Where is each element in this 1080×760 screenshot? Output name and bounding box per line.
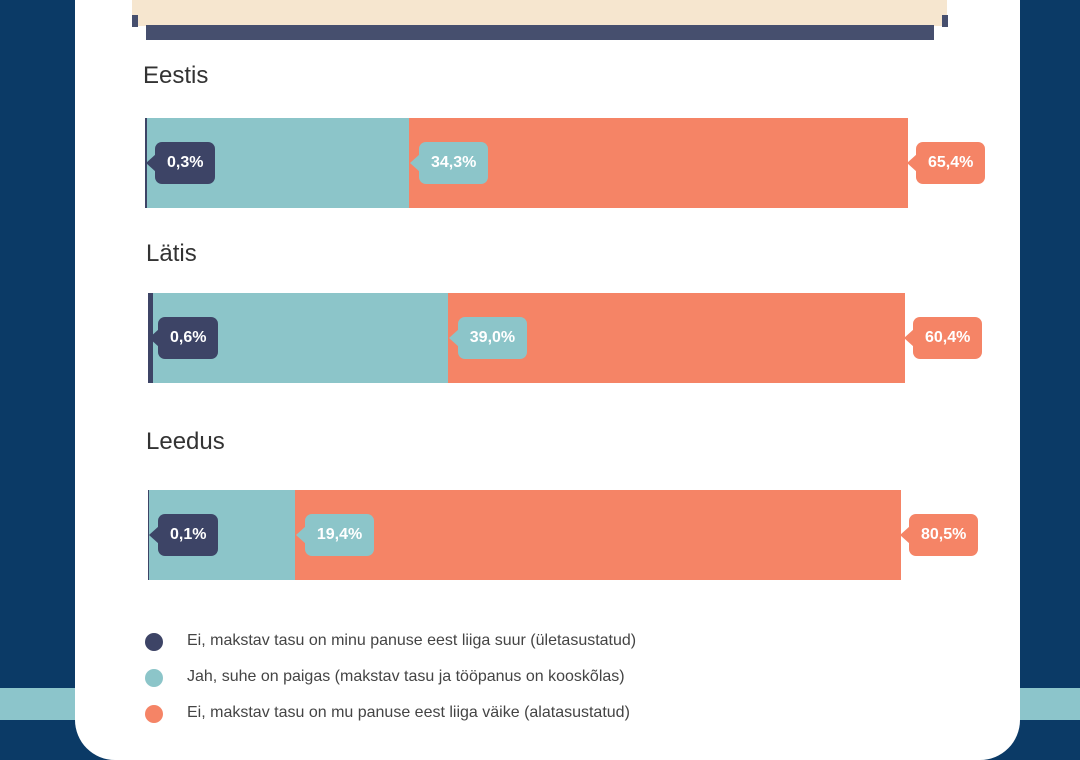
- country-label: Leedus: [146, 428, 225, 455]
- data-label: 0,6%: [148, 317, 219, 359]
- data-label: 19,4%: [295, 514, 375, 556]
- legend-label: Ei, makstav tasu on minu panuse eest lii…: [187, 632, 637, 649]
- data-label: 0,1%: [148, 514, 219, 556]
- legend-label: Ei, makstav tasu on mu panuse eest liiga…: [187, 704, 630, 721]
- data-label: 65,4%: [906, 142, 986, 184]
- legend-marker: [145, 633, 163, 651]
- country-label: Eestis: [143, 62, 209, 89]
- title-banner-bar: [132, 15, 948, 40]
- country-label: Lätis: [146, 240, 197, 267]
- bar-segment: [408, 118, 908, 208]
- title-banner: [132, 0, 947, 26]
- data-label: 34,3%: [409, 142, 489, 184]
- stacked-bar: [148, 490, 901, 580]
- data-label: 80,5%: [899, 514, 979, 556]
- data-label: 39,0%: [448, 317, 528, 359]
- data-label: 60,4%: [903, 317, 983, 359]
- bar-segment: [294, 490, 901, 580]
- data-label: 0,3%: [145, 142, 216, 184]
- stacked-bar: [145, 118, 908, 208]
- legend-marker: [145, 669, 163, 687]
- legend-label: Jah, suhe on paigas (makstav tasu ja töö…: [187, 668, 625, 685]
- legend-marker: [145, 705, 163, 723]
